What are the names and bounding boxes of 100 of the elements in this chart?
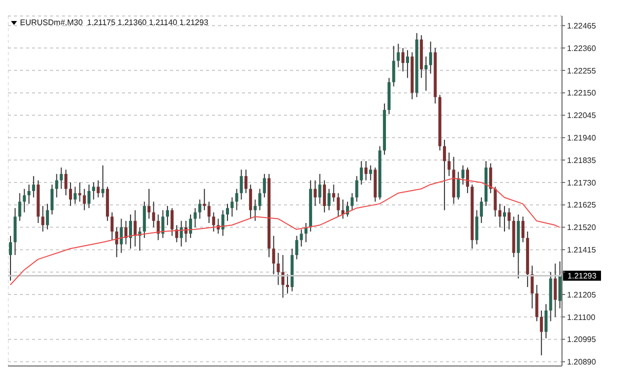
- candlestick: [156, 214, 160, 241]
- candlestick: [244, 169, 248, 194]
- ref-line-label: 1.21293: [568, 272, 598, 281]
- candlestick: [22, 188, 26, 213]
- candlestick: [18, 192, 22, 222]
- candlestick: [314, 180, 317, 206]
- candlestick: [27, 184, 30, 204]
- y-tick-label: 1.20890: [567, 358, 596, 367]
- y-tick-label: 1.21835: [567, 156, 596, 165]
- candlestick: [322, 180, 326, 213]
- candlestick: [461, 164, 464, 186]
- candlestick: [355, 176, 358, 202]
- candlestick: [161, 210, 164, 238]
- candlestick: [262, 173, 266, 198]
- candlestick: [41, 205, 44, 232]
- candlestick: [110, 212, 114, 241]
- candlestick: [55, 173, 58, 198]
- y-tick-label: 1.21205: [567, 290, 596, 300]
- candlestick: [129, 214, 132, 250]
- candlestick: [442, 139, 446, 211]
- candlestick: [535, 284, 538, 322]
- candlestick: [230, 196, 234, 218]
- candlestick: [332, 184, 336, 202]
- candlestick: [475, 210, 478, 245]
- candlestick: [498, 203, 502, 228]
- candlestick: [202, 188, 206, 211]
- candlestick: [60, 167, 63, 190]
- candlestick: [396, 43, 400, 68]
- candlestick: [406, 50, 410, 78]
- candlestick: [508, 208, 511, 230]
- chart-title: EURUSDm#,M30 1.21175 1.21360 1.21140 1.21293: [20, 18, 208, 27]
- candlestick: [170, 208, 174, 236]
- candlestick: [249, 184, 252, 220]
- candlestick: [189, 214, 192, 238]
- y-tick-label: 1.21415: [567, 246, 596, 255]
- candlestick: [78, 182, 82, 202]
- candlestick: [101, 164, 104, 198]
- candlestick: [87, 184, 90, 209]
- y-tick-label: 1.21625: [567, 200, 596, 210]
- candlestick: [96, 180, 100, 198]
- candlestick: [148, 188, 150, 220]
- candlestick: [92, 182, 96, 200]
- y-tick-label: 1.21730: [567, 178, 596, 188]
- candlestick: [166, 205, 169, 226]
- y-tick-label: 1.22045: [567, 111, 596, 120]
- candlestick: [530, 265, 534, 309]
- candlestick: [424, 56, 428, 92]
- candlestick: [392, 45, 396, 87]
- candlestick: [276, 252, 280, 286]
- candlestick: [194, 208, 197, 228]
- candlestick: [254, 199, 257, 222]
- candlestick: [235, 188, 238, 211]
- candlestick: [221, 210, 224, 236]
- y-tick-label: 1.22150: [567, 88, 596, 98]
- candlestick: [502, 205, 506, 232]
- candlestick: [300, 228, 303, 247]
- candlestick: [46, 203, 49, 230]
- candlestick: [401, 48, 404, 72]
- candlestick: [554, 263, 557, 318]
- candlestick: [272, 235, 276, 275]
- candlestick: [240, 169, 243, 200]
- candlestick: [328, 188, 331, 211]
- candlestick: [480, 196, 483, 224]
- candlestick: [448, 152, 451, 177]
- y-tick-label: 1.21520: [567, 223, 596, 232]
- candlestick: [295, 235, 298, 260]
- candlestick: [456, 171, 460, 200]
- candlestick: [9, 235, 12, 282]
- candlestick: [369, 164, 372, 181]
- candlestick: [50, 184, 54, 215]
- candlestick: [258, 188, 262, 211]
- candlestick: [360, 160, 363, 186]
- candlestick: [152, 201, 156, 228]
- y-tick-label: 1.22255: [567, 66, 596, 76]
- candlestick: [226, 203, 229, 222]
- candlestick: [120, 218, 123, 254]
- candlestick: [74, 186, 77, 204]
- candlestick: [336, 192, 340, 218]
- candlestick: [134, 210, 137, 247]
- candlestick: [115, 226, 118, 258]
- candlestick: [69, 182, 72, 206]
- candlestick: [286, 274, 289, 294]
- candlestick: [429, 41, 432, 74]
- y-tick-label: 1.22465: [567, 21, 596, 30]
- y-tick-label: 1.21940: [567, 133, 596, 142]
- candlestick: [494, 186, 497, 218]
- candlestick: [212, 212, 216, 232]
- y-tick-label: 1.20995: [567, 335, 596, 344]
- candlestick: [350, 192, 354, 211]
- y-tick-label: 1.21100: [567, 312, 596, 322]
- candlestick: [32, 176, 36, 198]
- candlestick: [281, 254, 284, 298]
- candlestick: [540, 310, 543, 356]
- candlestick: [64, 169, 68, 196]
- candlestick: [364, 160, 368, 181]
- candlestick: [198, 199, 202, 220]
- candlestick: [466, 167, 470, 194]
- candlestick: [82, 188, 86, 211]
- candlestick: [318, 173, 322, 204]
- candlestick: [544, 304, 548, 339]
